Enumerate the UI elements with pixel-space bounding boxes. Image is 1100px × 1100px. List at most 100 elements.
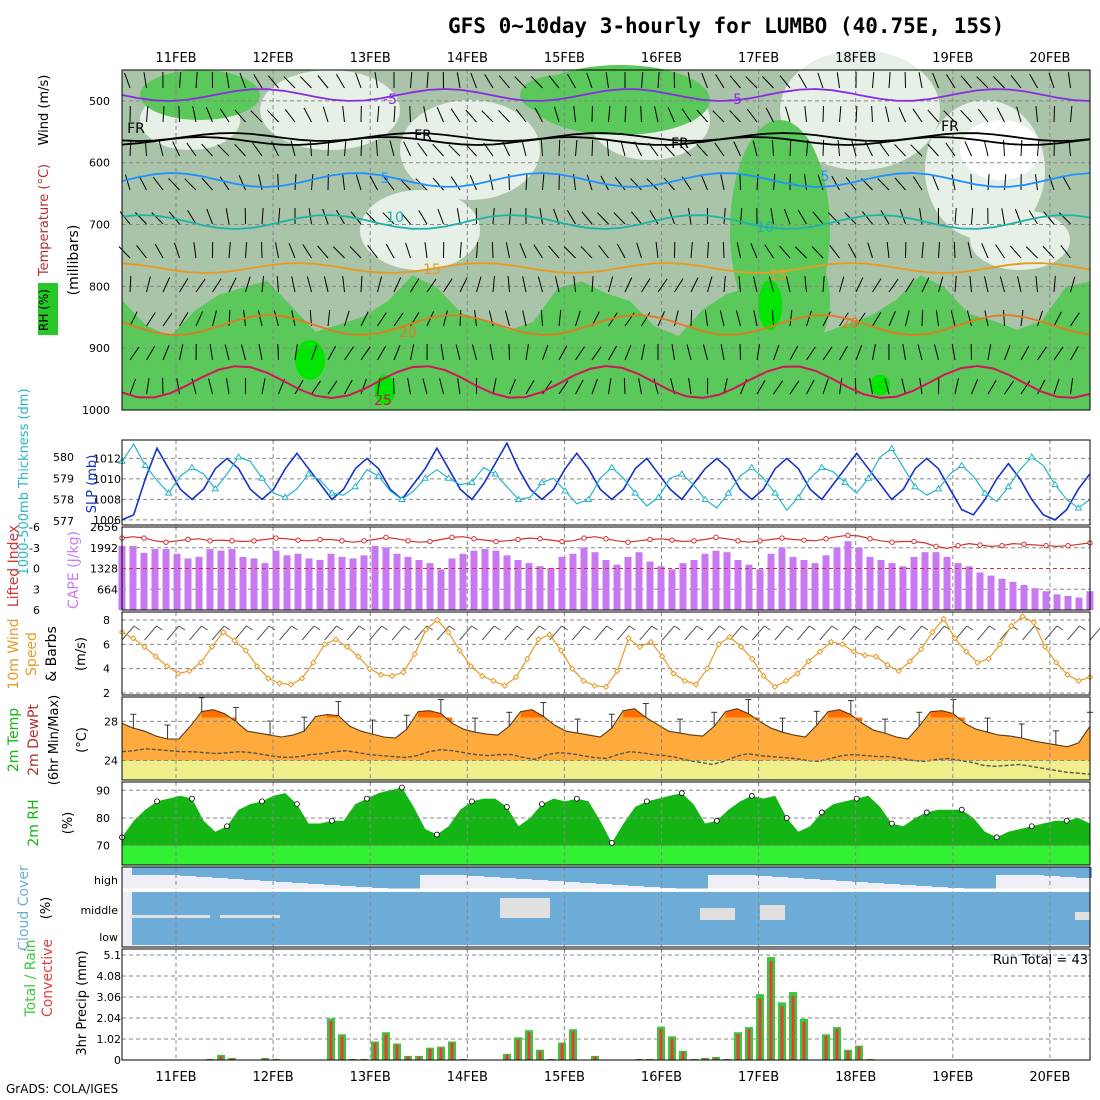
wind-barb — [224, 344, 230, 361]
lifted-index-marker — [581, 535, 587, 541]
wind-barb — [553, 106, 560, 123]
wind-barb — [377, 312, 387, 327]
wind-barb — [674, 310, 679, 327]
wind-speed-marker — [276, 680, 283, 687]
wind-barb — [1053, 311, 1062, 327]
grads-credit: GrADS: COLA/IGES — [6, 1082, 119, 1096]
wind-barb — [606, 140, 609, 157]
wind-barb — [624, 105, 627, 123]
precip-convective-bar — [659, 1029, 663, 1060]
wind-barb — [217, 144, 230, 157]
wind-barb-flag — [809, 625, 816, 631]
wind-barb — [575, 310, 581, 327]
wind-barb — [335, 209, 345, 225]
cape-bar — [910, 556, 918, 610]
wind-barb — [976, 76, 989, 89]
rh-marker — [678, 790, 685, 796]
wind-barb-flag — [133, 625, 141, 631]
date-label-top: 17FEB — [738, 51, 779, 66]
thickness-marker — [467, 478, 476, 485]
wind-barb — [369, 625, 383, 641]
thickness-tick-label: 580 — [53, 451, 74, 464]
wind-speed-marker — [692, 681, 700, 688]
wind-barb — [301, 625, 315, 641]
wind-barb — [573, 106, 576, 123]
wind-barb — [779, 245, 791, 259]
rh-moist-patch — [140, 70, 260, 120]
wind-barb — [905, 278, 915, 293]
wind-barb — [526, 625, 540, 641]
cape-bar — [1031, 588, 1039, 610]
lifted-index-marker — [185, 536, 191, 543]
rh-marker — [643, 798, 650, 805]
wind-barb — [492, 276, 495, 293]
cape-bar — [360, 555, 368, 610]
wind-tick-label: 2 — [103, 687, 110, 700]
lifted-index-marker — [845, 532, 851, 538]
cape-bar — [580, 547, 588, 610]
thickness-marker — [911, 482, 919, 490]
wind-barb — [663, 143, 675, 157]
lifted-index-tick-label: 3 — [33, 583, 40, 596]
thickness-marker — [701, 495, 710, 502]
wind-barb — [206, 208, 213, 225]
wind-barb — [382, 212, 395, 225]
wind-barb — [191, 378, 197, 395]
wind-barb — [302, 244, 312, 259]
wind-barb-flag — [156, 625, 163, 631]
wind-barb — [393, 105, 396, 123]
precip-convective-bar — [373, 1042, 377, 1060]
temp-tick-label: 28 — [104, 715, 118, 728]
wind-speed-marker — [287, 681, 295, 688]
rh-marker — [259, 798, 265, 805]
wind-barb — [219, 176, 230, 191]
precip-convective-bar — [758, 998, 762, 1060]
date-label-bottom: 11FEB — [155, 1070, 196, 1085]
wind-barb — [267, 110, 279, 123]
wind-barb — [851, 140, 857, 157]
wind-barb — [901, 378, 906, 395]
wind-speed-marker — [659, 653, 666, 660]
wind-barb — [525, 379, 535, 395]
lifted-index-marker — [471, 536, 477, 542]
wind-barb — [360, 346, 371, 361]
precip-tick-label: 2.04 — [97, 1012, 122, 1025]
wind-barb — [201, 143, 213, 157]
wind-barb — [129, 346, 140, 361]
precip-convective-bar — [868, 1058, 872, 1060]
rh-area — [122, 787, 1090, 846]
precip-convective-bar — [780, 1006, 784, 1060]
wind-barb — [575, 140, 578, 157]
wind-barb — [195, 72, 198, 89]
wind-barb — [238, 175, 246, 191]
wind-barb — [418, 210, 428, 225]
wind-barb — [935, 310, 939, 327]
date-label-top: 13FEB — [350, 51, 391, 66]
lifted-index-marker — [669, 537, 675, 543]
wind-speed-marker — [929, 628, 936, 636]
wind-barb — [871, 105, 873, 123]
wind-barb — [121, 625, 135, 641]
wind-barb — [822, 346, 833, 361]
wind-barb — [586, 72, 593, 89]
wind-barb — [1053, 346, 1064, 361]
wind-barb — [498, 110, 510, 123]
thickness-marker — [234, 453, 243, 460]
cape-bar — [184, 558, 192, 610]
cape-bar — [437, 569, 445, 610]
rh-marker — [399, 784, 405, 791]
wind-barb — [489, 344, 494, 361]
wind-tick-label: 8 — [103, 614, 110, 627]
lifted-index-marker — [823, 536, 829, 542]
wind-barb — [909, 625, 923, 641]
wind-speed-marker — [1053, 659, 1060, 666]
cape-bar — [426, 563, 434, 610]
precip-convective-bar — [505, 1054, 509, 1060]
wind-tick-label: 4 — [103, 663, 110, 676]
wind-barb — [548, 75, 560, 89]
wind-barb — [806, 310, 812, 327]
wind-barb — [129, 378, 137, 395]
wind-barb — [498, 75, 510, 89]
wind-speed-marker — [478, 672, 486, 680]
cloud-label-high: high — [94, 874, 118, 887]
